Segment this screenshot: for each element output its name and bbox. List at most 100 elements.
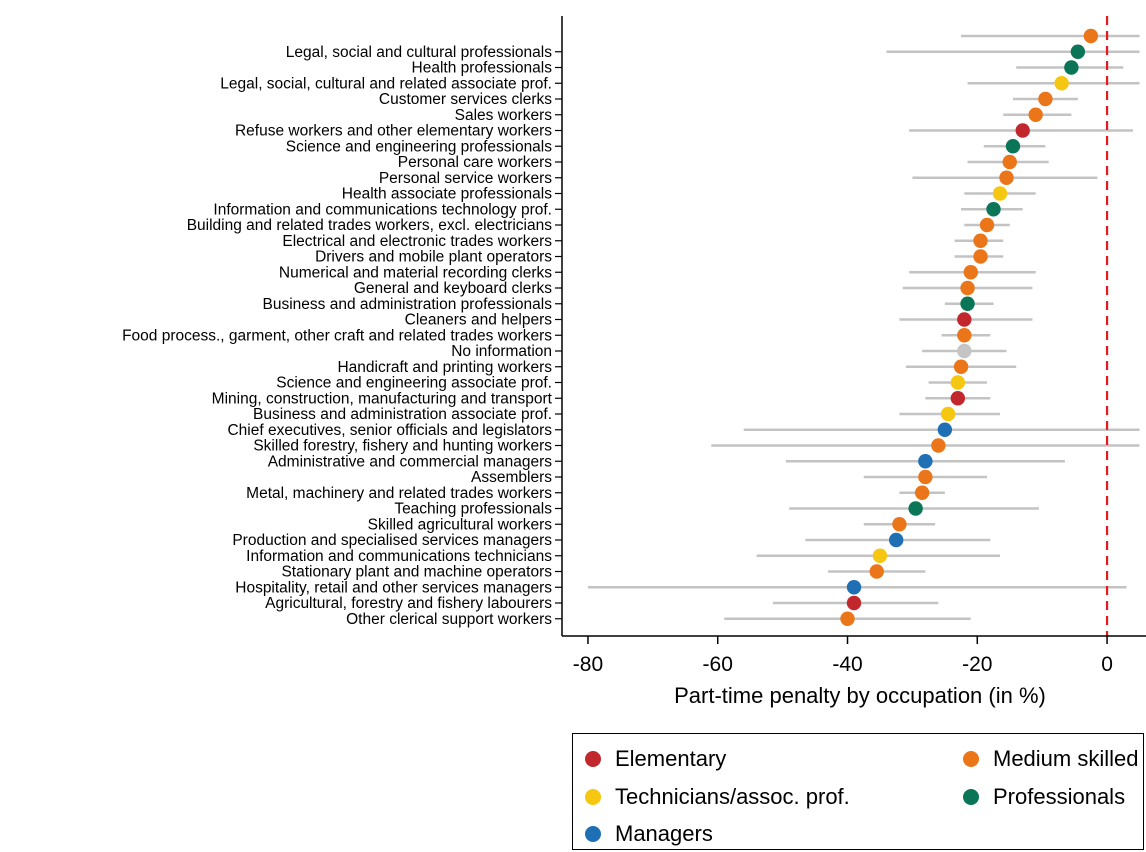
data-point (1015, 123, 1030, 138)
axes: -80 -60 -40 -20 0 (555, 16, 1146, 676)
data-point (1002, 154, 1017, 170)
y-tick-label: Customer services clerks (379, 91, 552, 108)
data-point (908, 501, 923, 516)
y-tick-label: Business and administration professional… (263, 296, 553, 313)
data-point (840, 611, 855, 626)
data-point (1005, 139, 1021, 154)
y-tick-label: Food process., garment, other craft and … (122, 327, 552, 344)
y-tick-label: Chief executives, senior officials and l… (227, 422, 552, 439)
y-tick-label: Refuse workers and other elementary work… (235, 123, 552, 140)
data-point (992, 186, 1008, 201)
y-tick-label: Building and related trades workers, exc… (187, 217, 553, 234)
data-point (979, 217, 995, 233)
legend-marker (585, 826, 601, 842)
y-tick-label: General and keyboard clerks (354, 280, 552, 297)
data-point (963, 265, 978, 280)
data-point (846, 580, 862, 595)
legend-label: Medium skilled (993, 746, 1139, 771)
data-point (960, 280, 975, 296)
x-tick-label: -80 (573, 653, 603, 676)
data-point (957, 312, 972, 327)
y-tick-label: Personal service workers (379, 170, 552, 187)
data-point (888, 532, 904, 548)
y-tick-label: Teaching professionals (394, 501, 552, 518)
data-point (1064, 60, 1079, 75)
legend-marker (585, 789, 601, 805)
legend-marker (963, 789, 979, 805)
y-tick-label: Administrative and commercial managers (268, 453, 553, 470)
y-tick-label: Metal, machinery and related trades work… (246, 485, 552, 502)
y-tick-label: Agricultural, forestry and fishery labou… (265, 595, 552, 612)
y-tick-label: Mining, construction, manufacturing and … (212, 390, 553, 407)
y-tick-label: No information (451, 343, 552, 360)
y-tick-label: Personal care workers (398, 154, 552, 171)
legend: Elementary Medium skilled Technicians/asso… (572, 733, 1144, 850)
data-point (986, 202, 1001, 217)
data-point (918, 469, 933, 485)
x-tick-label: -40 (832, 653, 862, 676)
data-point (914, 485, 930, 500)
data-point (950, 375, 966, 390)
y-tick-label: Legal, social, cultural and related asso… (220, 75, 552, 92)
data-point (950, 391, 966, 406)
legend-item-professionals: Professionals (963, 784, 1125, 810)
legend-label: Managers (615, 821, 713, 846)
data-point (953, 359, 969, 374)
dot-layer (840, 28, 1099, 626)
data-point (957, 343, 972, 359)
y-tick-label: Health associate professionals (342, 186, 552, 203)
y-tick-label: Drivers and mobile plant operators (315, 249, 552, 266)
legend-item-technicians: Technicians/assoc. prof. (585, 784, 850, 810)
legend-marker (963, 751, 979, 767)
legend-label: Technicians/assoc. prof. (615, 784, 850, 809)
y-tick-label: Numerical and material recording clerks (279, 264, 552, 281)
y-tick-label: Information and communications technolog… (213, 201, 552, 218)
data-point (872, 548, 888, 563)
legend-item-medium: Medium skilled (963, 746, 1139, 772)
data-point (931, 438, 946, 453)
y-tick-label: Sales workers (455, 107, 553, 124)
legend-item-managers: Managers (585, 821, 713, 847)
y-tick-label: Legal, social and cultural professionals (286, 44, 552, 61)
y-tick-label: Handicraft and printing workers (337, 359, 552, 376)
data-point (973, 233, 988, 248)
y-tick-label: Stationary plant and machine operators (281, 564, 552, 581)
y-tick-label: Production and specialised services mana… (232, 532, 552, 549)
data-point (869, 564, 884, 579)
y-tick-label: Hospitality, retail and other services m… (235, 579, 552, 596)
chart: Legal, social and cultural professionals… (122, 16, 1146, 708)
data-point (1054, 76, 1069, 91)
data-point (937, 422, 953, 437)
data-point (960, 296, 975, 311)
x-tick-label: 0 (1101, 653, 1113, 676)
data-point (940, 406, 956, 422)
y-tick-label: Health professionals (412, 60, 553, 77)
legend-marker (585, 751, 601, 767)
x-tick-label: -20 (962, 653, 992, 676)
data-point (846, 595, 862, 611)
y-tick-label: Skilled agricultural workers (368, 516, 553, 533)
y-tick-label: Business and administration associate pr… (253, 406, 552, 423)
x-tick-label: -60 (703, 653, 733, 676)
data-point (892, 517, 907, 532)
data-point (918, 454, 933, 469)
x-axis-title: Part-time penalty by occupation (in %) (674, 683, 1046, 708)
y-tick-label: Skilled forestry, fishery and hunting wo… (253, 438, 552, 455)
y-tick-label: Assemblers (471, 469, 552, 486)
y-tick-label: Science and engineering professionals (286, 138, 553, 155)
data-point (957, 328, 972, 343)
data-point (1070, 44, 1086, 59)
legend-label: Elementary (615, 746, 727, 771)
y-tick-label: Cleaners and helpers (405, 312, 553, 329)
y-tick-label: Science and engineering associate prof. (276, 375, 552, 392)
data-point (1028, 107, 1043, 122)
legend-item-elementary: Elementary (585, 746, 726, 772)
data-point (1083, 28, 1099, 44)
y-tick-label: Electrical and electronic trades workers (282, 233, 552, 250)
y-tick-labels: Legal, social and cultural professionals… (122, 44, 553, 628)
data-point (1038, 91, 1053, 107)
data-point (999, 170, 1014, 185)
y-tick-label: Other clerical support workers (346, 611, 552, 628)
legend-label: Professionals (993, 784, 1126, 809)
ci-layer (587, 34, 1140, 620)
